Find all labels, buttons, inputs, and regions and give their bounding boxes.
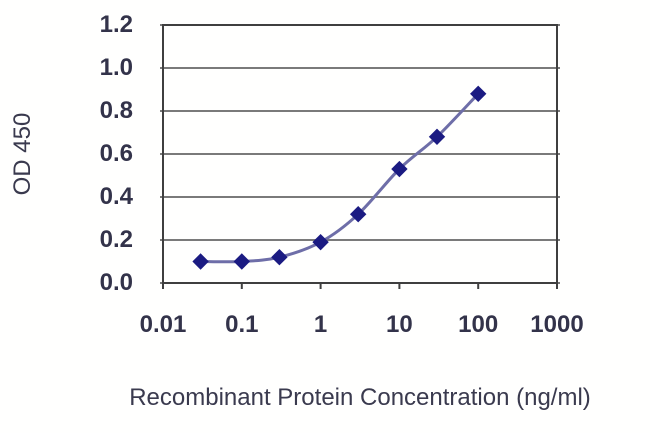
x-tick-label: 1000: [530, 311, 584, 338]
y-tick-label: 0.0: [99, 269, 133, 296]
y-tick-label: 0.4: [99, 183, 133, 210]
y-tick-label: 1.0: [99, 54, 133, 81]
x-tick-label: 0.1: [225, 311, 259, 338]
data-point-marker: [428, 128, 446, 146]
data-point-marker: [391, 160, 408, 178]
data-point-marker: [349, 205, 367, 223]
x-tick-label: 10: [386, 311, 413, 338]
data-point-marker: [469, 85, 487, 103]
y-tick-label: 1.2: [99, 11, 133, 38]
data-point-marker: [312, 233, 329, 251]
x-tick-label: 100: [458, 311, 499, 338]
x-axis-title: Recombinant Protein Concentration (ng/ml…: [129, 384, 591, 411]
plot-border: [162, 24, 558, 284]
series-line: [199, 92, 480, 264]
x-tick-label: 1: [313, 311, 328, 338]
y-tick-label: 0.2: [99, 226, 133, 253]
x-tick-label: 0.01: [139, 311, 187, 338]
y-tick-label: 0.6: [99, 140, 133, 167]
data-point-marker: [233, 253, 251, 270]
data-point-marker: [192, 253, 209, 270]
data-point-marker: [271, 248, 288, 266]
y-tick-label: 0.8: [99, 97, 133, 124]
